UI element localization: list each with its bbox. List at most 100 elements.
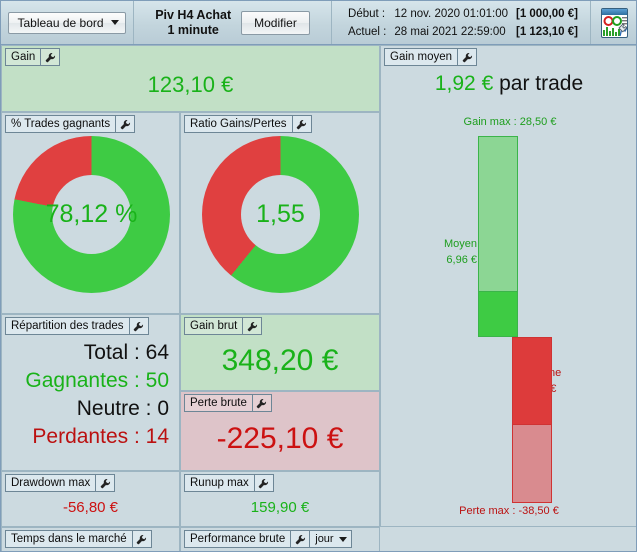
top-toolbar: Tableau de bord Piv H4 Achat 1 minute Mo…: [1, 1, 636, 45]
start-label: Début :: [348, 7, 386, 20]
donut-center-value: 1,55: [241, 175, 320, 254]
repartition-value-total: 64: [145, 341, 169, 364]
wrench-icon[interactable]: [131, 531, 151, 547]
panel-repartition-title-label: Répartition des trades: [11, 320, 124, 332]
repartition-value-neutre: 0: [157, 397, 169, 420]
panel-performance-brute: Performance brute jour: [180, 527, 380, 551]
wrench-icon[interactable]: [457, 49, 476, 65]
table-row: Début : 12 nov. 2020 01:01:00 [1 000,00 …: [348, 6, 578, 22]
current-label: Actuel :: [348, 25, 387, 38]
donut-center-value: 78,12 %: [46, 175, 137, 254]
moyen-label-line1: Moyen: [443, 238, 477, 250]
wrench-icon[interactable]: [242, 318, 261, 334]
panel-perte-brute: Perte brute -225,10 €: [180, 391, 380, 471]
repartition-value-perdantes: 14: [145, 425, 169, 448]
panel-gain-title-label: Gain: [11, 51, 36, 63]
app-icon-cell: [591, 1, 636, 44]
wrench-icon[interactable]: [115, 116, 134, 132]
panel-drawdown-title[interactable]: Drawdown max: [5, 474, 116, 492]
bar-moyenne: [512, 337, 552, 425]
panel-gain-brut: Gain brut 348,20 €: [180, 314, 380, 391]
dashboard-select[interactable]: Tableau de bord: [8, 11, 126, 34]
panel-perte-brute-value: -225,10 €: [216, 422, 344, 455]
chevron-down-icon: [338, 536, 347, 542]
panel-gain-brut-title-label: Gain brut: [190, 320, 238, 332]
chevron-down-icon: [110, 20, 119, 25]
dashboard-select-label: Tableau de bord: [17, 15, 104, 30]
wrench-icon[interactable]: [251, 395, 271, 411]
bar-perte-max: [512, 425, 552, 503]
modify-button[interactable]: Modifier: [241, 10, 310, 35]
panel-temps-marche-title[interactable]: Temps dans le marché: [5, 530, 152, 548]
panel-trades-gagnants-title[interactable]: % Trades gagnants: [5, 115, 136, 133]
perte-max-label: Perte max : -38,50 €: [459, 505, 559, 517]
moyen-label-line2: 6,96 €: [446, 254, 477, 266]
panel-gain-value: 123,10 €: [147, 72, 234, 97]
panel-gain-moyen: Gain moyen 1,92 € par trade Gain max : 2…: [380, 45, 636, 527]
wrench-icon[interactable]: [253, 475, 273, 491]
panel-gain-brut-title[interactable]: Gain brut: [184, 317, 263, 335]
panel-ratio-title-label: Ratio Gains/Pertes: [190, 118, 287, 130]
performance-period-label: jour: [315, 533, 334, 545]
panel-repartition-title[interactable]: Répartition des trades: [5, 317, 149, 335]
panel-perte-brute-title-label: Perte brute: [190, 397, 247, 409]
panel-trades-gagnants-title-label: % Trades gagnants: [11, 118, 111, 130]
repartition-label-total: Total :: [83, 341, 140, 364]
wrench-icon[interactable]: [128, 318, 148, 334]
donut-chart-trades-gagnants: 78,12 %: [13, 136, 170, 293]
strategy-cell: Piv H4 Achat 1 minute Modifier: [134, 1, 333, 44]
start-date: 12 nov. 2020 01:01:00: [394, 7, 508, 20]
panel-drawdown-value: -56,80 €: [62, 499, 119, 516]
panel-perte-brute-title[interactable]: Perte brute: [184, 394, 272, 412]
panel-runup-value: 159,90 €: [250, 499, 310, 516]
strategy-name: Piv H4 Achat: [155, 7, 232, 22]
dashboard-select-cell: Tableau de bord: [1, 1, 134, 44]
panel-gain-brut-value: 348,20 €: [221, 344, 339, 377]
repartition-label-neutre: Neutre :: [76, 397, 152, 420]
wrench-icon[interactable]: [40, 49, 59, 65]
donut-chart-ratio: 1,55: [202, 136, 359, 293]
gain-moyen-suffix: par trade: [493, 72, 584, 95]
strategy-timeframe: 1 minute: [167, 22, 219, 37]
list-item: Gagnantes : 50: [25, 367, 169, 395]
period-info-table: Début : 12 nov. 2020 01:01:00 [1 000,00 …: [346, 4, 580, 42]
dashboard-chart-settings-icon[interactable]: [601, 7, 628, 38]
panel-gain-title[interactable]: Gain: [5, 48, 61, 66]
list-item: Total : 64: [25, 339, 169, 367]
panel-ratio-title[interactable]: Ratio Gains/Pertes: [184, 115, 312, 133]
list-item: Perdantes : 14: [25, 423, 169, 451]
wrench-icon[interactable]: [291, 116, 311, 132]
wrench-icon[interactable]: [290, 531, 309, 547]
panel-trades-gagnants: % Trades gagnants 78,12 %: [1, 112, 180, 314]
panel-gain-moyen-title[interactable]: Gain moyen: [384, 48, 478, 66]
panel-gain: Gain 123,10 €: [1, 45, 380, 112]
panel-runup: Runup max 159,90 €: [180, 471, 380, 527]
bar-moyen: [478, 292, 518, 337]
period-info-cell: Début : 12 nov. 2020 01:01:00 [1 000,00 …: [332, 1, 591, 44]
icon-titlebar: [602, 8, 627, 15]
repartition-value-gagnantes: 50: [145, 369, 169, 392]
panel-drawdown: Drawdown max -56,80 €: [1, 471, 180, 527]
strategy-title: Piv H4 Achat 1 minute: [155, 8, 231, 38]
panel-drawdown-title-label: Drawdown max: [11, 477, 91, 489]
start-amount: [1 000,00 €]: [515, 7, 578, 20]
panel-performance-brute-title-label: Performance brute: [190, 533, 286, 545]
panel-temps-marche: Temps dans le marché: [1, 527, 180, 551]
wrench-icon[interactable]: [95, 475, 114, 491]
gain-moyen-headline: 1,92 € par trade: [381, 72, 636, 96]
gain-max-label: Gain max : 28,50 €: [463, 116, 557, 128]
performance-period-select[interactable]: jour: [309, 531, 350, 547]
repartition-list: Total : 64 Gagnantes : 50 Neutre : 0 Per…: [25, 339, 169, 451]
panel-gain-moyen-title-label: Gain moyen: [390, 51, 453, 63]
current-date: 28 mai 2021 22:59:00: [394, 25, 506, 38]
panel-performance-brute-title[interactable]: Performance brute jour: [184, 530, 352, 548]
list-item: Neutre : 0: [25, 395, 169, 423]
panel-ratio: Ratio Gains/Pertes 1,55: [180, 112, 380, 314]
repartition-label-gagnantes: Gagnantes :: [25, 369, 140, 392]
panel-runup-title-label: Runup max: [190, 477, 249, 489]
panel-runup-title[interactable]: Runup max: [184, 474, 274, 492]
panel-temps-marche-title-label: Temps dans le marché: [11, 533, 127, 545]
panel-repartition: Répartition des trades Total : 64 Gagnan…: [1, 314, 180, 471]
table-row: Actuel : 28 mai 2021 22:59:00 [1 123,10 …: [348, 24, 578, 40]
